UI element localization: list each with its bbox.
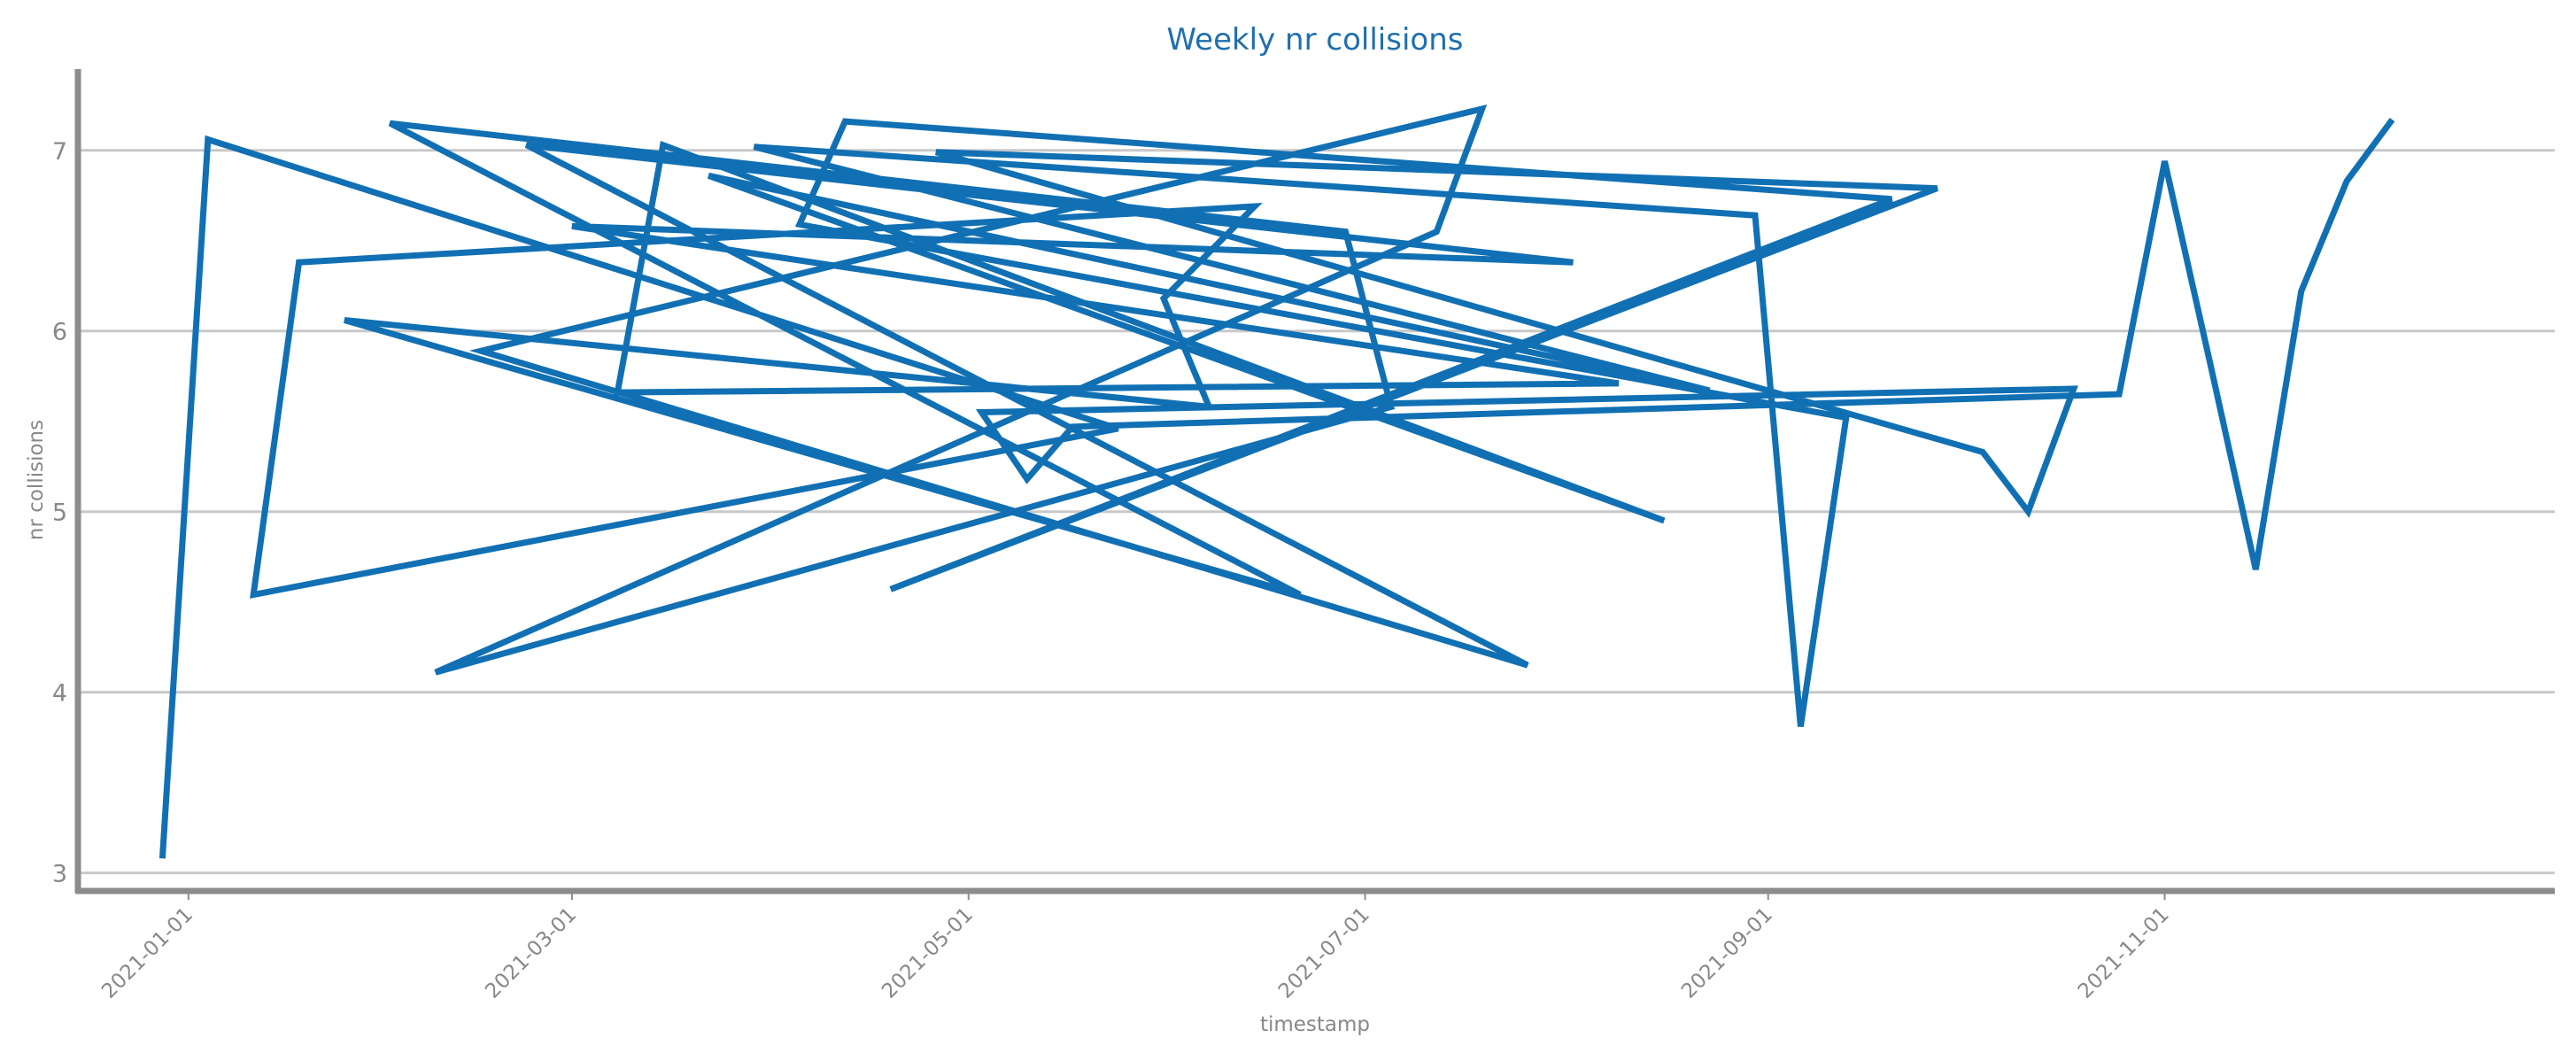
series-line — [159, 104, 2395, 859]
chart-title: Weekly nr collisions — [1167, 22, 1464, 58]
x-tick-label: 2021-03-01 — [481, 903, 581, 1003]
y-tick-label: 5 — [52, 500, 67, 527]
x-ticks: 2021-01-01 2021-03-01 2021-05-01 2021-07-01… — [97, 891, 2174, 1003]
series-layer — [159, 104, 2395, 859]
y-tick-label: 6 — [52, 319, 67, 346]
x-tick-label: 2021-07-01 — [1274, 903, 1374, 1003]
x-tick-label: 2021-01-01 — [97, 903, 197, 1003]
y-tick-labels: 3 4 5 6 7 — [52, 138, 67, 888]
y-axis-label: nr collisions — [25, 420, 48, 540]
x-axis-label: timestamp — [1260, 1013, 1370, 1036]
x-tick-label: 2021-09-01 — [1677, 903, 1777, 1003]
y-tick-label: 4 — [52, 680, 67, 708]
y-tick-label: 3 — [52, 861, 67, 888]
x-tick-label: 2021-11-01 — [2074, 903, 2174, 1003]
x-tick-label: 2021-05-01 — [878, 903, 978, 1003]
y-tick-label: 7 — [52, 138, 67, 166]
